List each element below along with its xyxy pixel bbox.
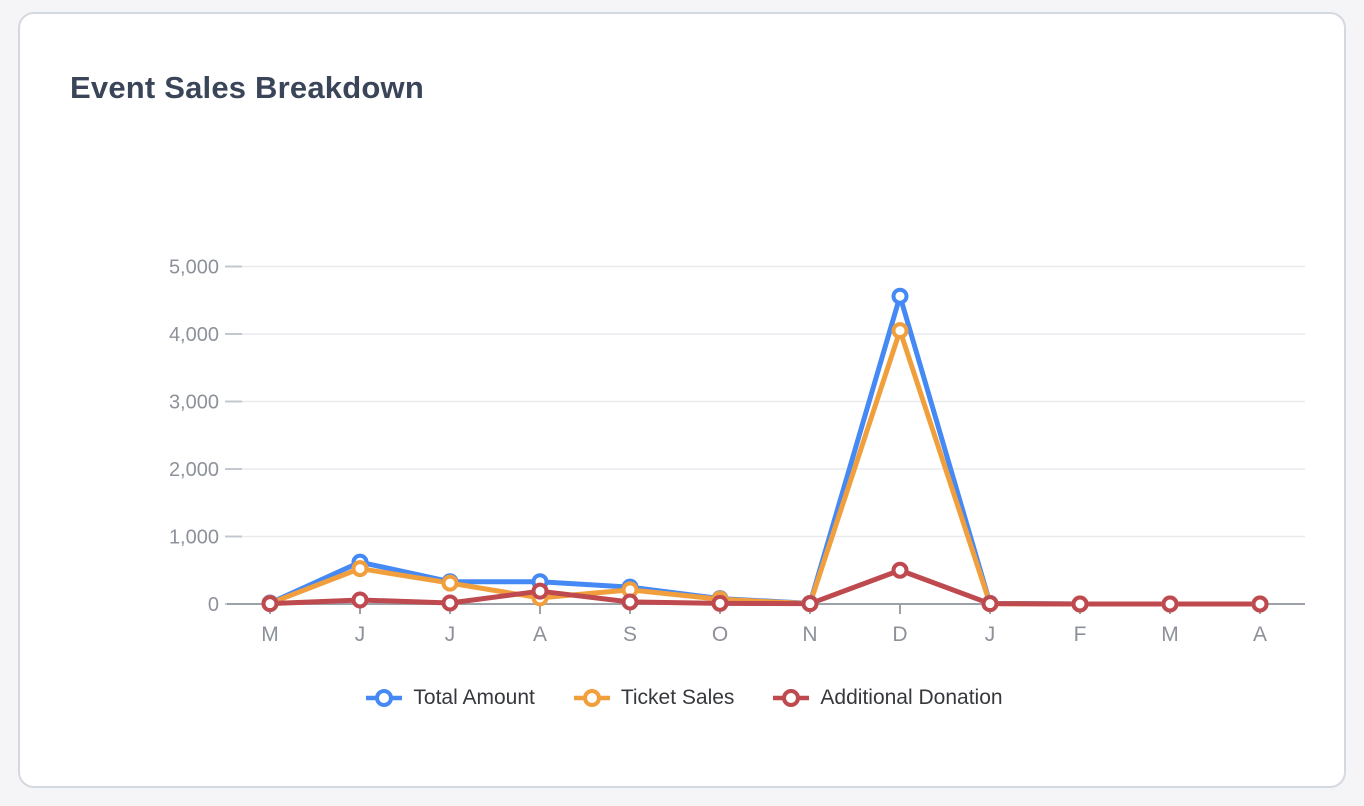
x-axis-label: J xyxy=(985,623,996,646)
series-line-1 xyxy=(267,293,1263,607)
data-point[interactable] xyxy=(351,591,369,609)
legend-item-ticket-sales[interactable]: Ticket Sales xyxy=(573,686,735,710)
x-axis-label: M xyxy=(1161,623,1179,646)
y-axis-label: 3,000 xyxy=(169,392,219,414)
data-point[interactable] xyxy=(711,594,729,612)
data-point[interactable] xyxy=(891,287,909,305)
series-line-2 xyxy=(267,328,1263,607)
data-point[interactable] xyxy=(441,594,459,612)
x-axis-label: A xyxy=(533,623,547,646)
data-point[interactable] xyxy=(891,561,909,579)
data-point[interactable] xyxy=(1161,595,1179,613)
chart-card: Event Sales Breakdown 0 1,000 2,000 3,000 4,… xyxy=(18,12,1346,788)
legend-label: Total Amount xyxy=(413,686,535,709)
x-axis-label: M xyxy=(261,623,279,646)
data-point[interactable] xyxy=(441,574,459,592)
legend-label: Additional Donation xyxy=(820,686,1003,709)
data-point[interactable] xyxy=(981,595,999,613)
x-axis-label: O xyxy=(712,623,728,646)
y-axis-label: 4,000 xyxy=(169,324,219,346)
y-axis-label: 5,000 xyxy=(169,257,219,279)
x-axis-label: N xyxy=(802,623,817,646)
legend-marker-icon xyxy=(773,689,810,707)
y-axis-label: 2,000 xyxy=(169,459,219,481)
page-title: Event Sales Breakdown xyxy=(70,70,424,105)
legend-label: Ticket Sales xyxy=(620,686,735,709)
legend-marker-icon xyxy=(573,689,610,707)
x-axis-label: J xyxy=(445,623,456,646)
data-point[interactable] xyxy=(1071,595,1089,613)
data-point[interactable] xyxy=(621,593,639,611)
line-chart: 0 1,000 2,000 3,000 4,000 5,000 M J J A S O N D J F M A xyxy=(169,257,1305,646)
data-point[interactable] xyxy=(261,595,279,613)
legend-item-total-amount[interactable]: Total Amount xyxy=(365,686,535,710)
chart-legend: Total Amount Ticket Sales Additional Don… xyxy=(20,686,1348,710)
y-axis-label: 1,000 xyxy=(169,527,219,549)
data-point[interactable] xyxy=(1251,595,1269,613)
x-axis-label: F xyxy=(1074,623,1087,646)
legend-marker-icon xyxy=(366,689,403,707)
x-axis-label: S xyxy=(623,623,637,646)
x-axis-label: D xyxy=(892,623,907,646)
data-point[interactable] xyxy=(891,322,909,340)
x-axis-label: J xyxy=(355,623,366,646)
data-point[interactable] xyxy=(351,560,369,578)
y-axis-label: 0 xyxy=(208,594,219,616)
series-line-3 xyxy=(267,567,1263,607)
data-point[interactable] xyxy=(801,595,819,613)
legend-item-additional-donation[interactable]: Additional Donation xyxy=(772,686,1003,710)
x-axis-label: A xyxy=(1253,623,1267,646)
data-point[interactable] xyxy=(531,582,549,600)
